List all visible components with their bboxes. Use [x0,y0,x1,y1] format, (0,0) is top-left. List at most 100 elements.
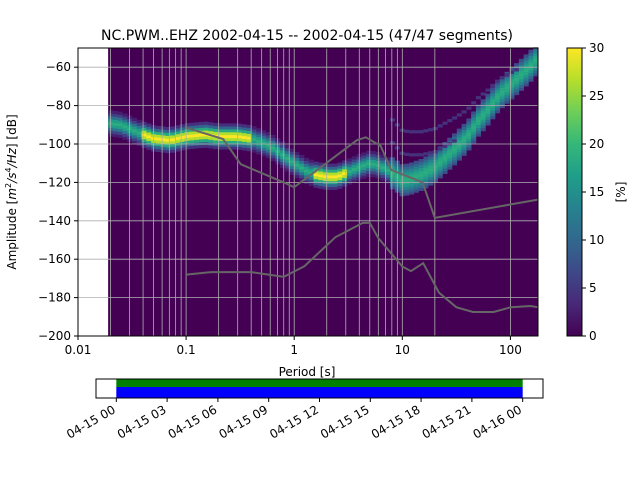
histogram-cell [533,70,539,74]
histogram-cell [342,183,348,187]
histogram-cell [141,124,147,128]
histogram-cell [189,140,195,144]
histogram-cell [480,113,486,117]
histogram-cell [303,169,310,173]
histogram-cell [475,107,481,111]
histogram-cell [389,118,396,122]
histogram-cell [404,172,410,176]
histogram-cell [385,174,391,178]
histogram-cell [423,182,429,186]
histogram-cell [471,101,477,105]
histogram-cell [155,148,161,153]
histogram-cell [294,154,300,158]
histogram-cell [337,176,343,181]
histogram-cell [112,128,118,132]
histogram-cell [480,128,486,132]
histogram-cell [136,125,142,129]
histogram-cell [284,153,290,157]
histogram-cell [184,146,190,150]
histogram-cell [213,143,219,147]
histogram-cell [132,123,138,127]
histogram-cell [280,164,286,168]
histogram-cell [471,111,477,115]
histogram-cell [299,166,305,170]
histogram-cell [366,168,372,172]
histogram-cell [260,153,267,157]
histogram-cell [160,129,166,133]
histogram-cell [323,169,329,173]
histogram-cell [456,151,462,155]
histogram-cell [146,126,152,130]
histogram-cell [504,83,510,87]
histogram-cell [332,169,338,173]
histogram-cell [323,186,329,190]
histogram-cell [184,134,190,138]
histogram-cell [323,172,329,176]
histogram-cell [461,132,467,136]
histogram-cell [284,162,290,166]
histogram-cell [160,126,166,130]
histogram-cell [418,184,424,189]
high-noise-model-line [185,126,539,220]
histogram-cell [241,147,247,151]
histogram-cell [380,166,386,170]
histogram-cell [495,107,501,111]
colorbar-tick-label: 20 [589,137,604,151]
histogram-cell [442,159,448,163]
histogram-cell [203,135,209,140]
histogram-cell [313,184,319,188]
histogram-cell [452,139,458,143]
histogram-cell [217,143,224,147]
histogram-cell [533,67,539,71]
histogram-cell [533,50,539,54]
histogram-cell [366,165,372,169]
histogram-cell [366,150,372,154]
histogram-cell [194,133,200,138]
histogram-cell [475,96,481,100]
histogram-cell [346,158,353,162]
histogram-cell [160,143,166,147]
histogram-cell [490,83,496,88]
histogram-cell [237,146,243,150]
histogram-cell [432,170,438,175]
histogram-cell [294,151,300,156]
histogram-cell [442,121,448,125]
histogram-cell [117,123,123,127]
histogram-cell [413,153,419,157]
histogram-cell [475,124,481,128]
histogram-cell [189,122,195,126]
histogram-cell [389,174,396,178]
histogram-cell [423,176,429,180]
histogram-cell [437,149,443,153]
histogram-cell [518,87,524,91]
histogram-cell [485,93,491,97]
histogram-cell [447,137,453,141]
histogram-cell [346,161,353,165]
histogram-cell [155,134,161,138]
histogram-cell [471,128,477,132]
histogram-cell [509,84,515,88]
histogram-cell [222,123,228,127]
histogram-cell [485,105,491,109]
histogram-cell [447,119,453,123]
histogram-cell [112,110,118,115]
histogram-cell [327,175,333,179]
histogram-cell [256,131,262,135]
histogram-cell [404,169,410,173]
histogram-cell [323,174,329,179]
histogram-cell [198,136,204,140]
histogram-cell [418,173,424,177]
histogram-cell [495,110,501,114]
histogram-cell [165,138,171,142]
histogram-cell [380,168,386,173]
histogram-cell [437,155,443,159]
histogram-cell [318,176,324,181]
histogram-cell [480,99,486,103]
histogram-cell [471,137,477,141]
histogram-cell [456,113,462,117]
histogram-cell [509,70,515,74]
histogram-cell [346,181,353,185]
histogram-cell [346,166,353,171]
histogram-cell [361,166,367,171]
histogram-cell [389,157,396,161]
